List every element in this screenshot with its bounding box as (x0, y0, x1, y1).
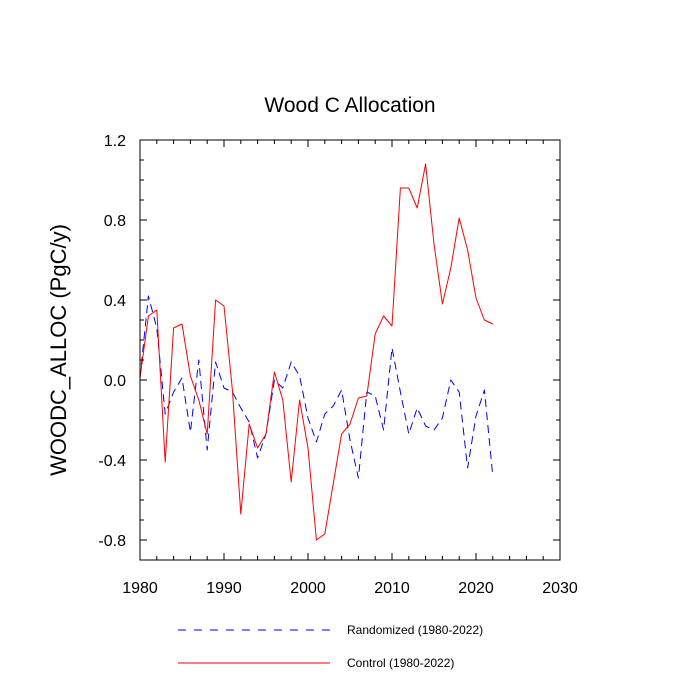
legend: Randomized (1980-2022) Control (1980-2022… (178, 623, 483, 670)
x-tick-label: 2000 (290, 580, 326, 597)
x-tick-label: 1990 (206, 580, 242, 597)
series-layer (139, 163, 494, 541)
y-tick-label: 0.4 (104, 293, 126, 310)
y-tick-label: -0.8 (98, 533, 126, 550)
series-line-control (139, 163, 494, 541)
x-tick-label: 2030 (542, 580, 578, 597)
x-tick-label: 1980 (122, 580, 158, 597)
y-axis-label: WOODC_ALLOC (PgC/y) (46, 224, 71, 476)
ticks-layer: 1980 1990 2000 2010 2020 2030 -0.8 -0.4 0.0 0.4 0.… (98, 133, 577, 597)
y-tick-label: 1.2 (104, 133, 126, 150)
plot-frame (139, 139, 561, 561)
series-line-randomized (139, 295, 494, 479)
y-tick-label: -0.4 (98, 453, 126, 470)
legend-label-control: Control (1980-2022) (347, 656, 454, 670)
y-tick-label: 0.0 (104, 373, 126, 390)
y-tick-label: 0.8 (104, 213, 126, 230)
x-tick-label: 2020 (458, 580, 494, 597)
x-tick-label: 2010 (374, 580, 410, 597)
chart-title: Wood C Allocation (264, 94, 435, 117)
legend-label-randomized: Randomized (1980-2022) (347, 623, 483, 637)
